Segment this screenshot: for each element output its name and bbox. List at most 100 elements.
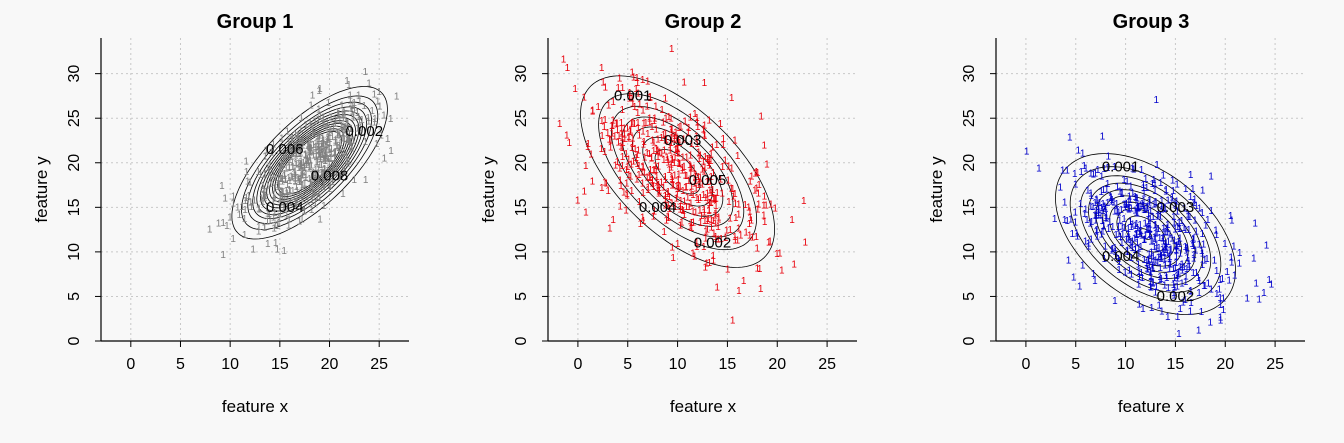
point: 1 <box>227 213 233 224</box>
point: 1 <box>1141 235 1147 246</box>
point: 1 <box>687 160 693 171</box>
point: 1 <box>321 119 327 130</box>
point: 1 <box>1151 200 1157 211</box>
point: 1 <box>763 201 769 212</box>
point: 1 <box>327 184 333 195</box>
point: 1 <box>617 176 623 187</box>
point: 1 <box>328 125 334 136</box>
point: 1 <box>1188 170 1194 181</box>
point: 1 <box>1231 241 1237 252</box>
point: 1 <box>291 146 297 157</box>
point: 1 <box>617 164 623 175</box>
point: 1 <box>1177 224 1183 235</box>
point: 1 <box>309 177 315 188</box>
point: 1 <box>1177 304 1183 315</box>
point: 1 <box>1190 184 1196 195</box>
point: 1 <box>244 167 250 178</box>
point: 1 <box>1159 205 1165 216</box>
point: 1 <box>1085 186 1091 197</box>
point: 1 <box>347 95 353 106</box>
contour-label: 0.003 <box>664 132 702 149</box>
point: 1 <box>1088 202 1094 213</box>
point: 1 <box>733 213 739 224</box>
point: 1 <box>647 92 653 103</box>
point: 1 <box>1202 256 1208 267</box>
point: 1 <box>654 172 660 183</box>
point: 1 <box>634 150 640 161</box>
point: 1 <box>282 151 288 162</box>
point: 1 <box>340 129 346 140</box>
point: 1 <box>1133 245 1139 256</box>
point: 1 <box>310 127 316 138</box>
point: 1 <box>1148 282 1154 293</box>
point: 1 <box>1083 204 1089 215</box>
x-tick-label: 10 <box>221 356 239 373</box>
point: 1 <box>685 128 691 139</box>
point: 1 <box>279 188 285 199</box>
point: 1 <box>681 78 687 89</box>
point: 1 <box>303 173 309 184</box>
point: 1 <box>696 195 702 206</box>
point: 1 <box>265 216 271 227</box>
point: 1 <box>588 149 594 160</box>
point: 1 <box>1149 255 1155 266</box>
point: 1 <box>262 170 268 181</box>
point: 1 <box>1156 224 1162 235</box>
point: 1 <box>1130 237 1136 248</box>
point: 1 <box>292 177 298 188</box>
point: 1 <box>1212 256 1218 267</box>
contour-line <box>269 123 351 203</box>
point: 1 <box>650 175 656 186</box>
point: 1 <box>296 149 302 160</box>
point: 1 <box>1147 229 1153 240</box>
point: 1 <box>694 193 700 204</box>
point: 1 <box>747 177 753 188</box>
point: 1 <box>306 156 312 167</box>
point: 1 <box>338 138 344 149</box>
point: 1 <box>300 167 306 178</box>
point: 1 <box>329 144 335 155</box>
point: 1 <box>1072 169 1078 180</box>
point: 1 <box>720 162 726 173</box>
point: 1 <box>247 178 253 189</box>
point: 1 <box>732 189 738 200</box>
point: 1 <box>632 102 638 113</box>
point: 1 <box>1174 196 1180 207</box>
point: 1 <box>1184 243 1190 254</box>
point: 1 <box>727 213 733 224</box>
point: 1 <box>639 168 645 179</box>
point: 1 <box>242 205 248 216</box>
point: 1 <box>334 141 340 152</box>
point: 1 <box>1129 269 1135 280</box>
point: 1 <box>1159 306 1165 317</box>
point: 1 <box>1165 196 1171 207</box>
point: 1 <box>617 202 623 213</box>
point: 1 <box>649 122 655 133</box>
point: 1 <box>1126 203 1132 214</box>
point: 1 <box>626 133 632 144</box>
point: 1 <box>1134 219 1140 230</box>
point: 1 <box>1154 240 1160 251</box>
point: 1 <box>1192 195 1198 206</box>
point: 1 <box>310 171 316 182</box>
point: 1 <box>304 160 310 171</box>
point: 1 <box>1150 264 1156 275</box>
point: 1 <box>1218 316 1224 327</box>
point: 1 <box>645 185 651 196</box>
point: 1 <box>283 186 289 197</box>
point: 1 <box>358 123 364 134</box>
point: 1 <box>1121 223 1127 234</box>
point: 1 <box>626 155 632 166</box>
point: 1 <box>699 211 705 222</box>
point: 1 <box>356 112 362 123</box>
point: 1 <box>316 151 322 162</box>
point: 1 <box>1116 222 1122 233</box>
point: 1 <box>313 170 319 181</box>
x-tick-label: 25 <box>1266 356 1284 373</box>
point: 1 <box>331 167 337 178</box>
point: 1 <box>620 161 626 172</box>
point: 1 <box>651 165 657 176</box>
point: 1 <box>1173 241 1179 252</box>
